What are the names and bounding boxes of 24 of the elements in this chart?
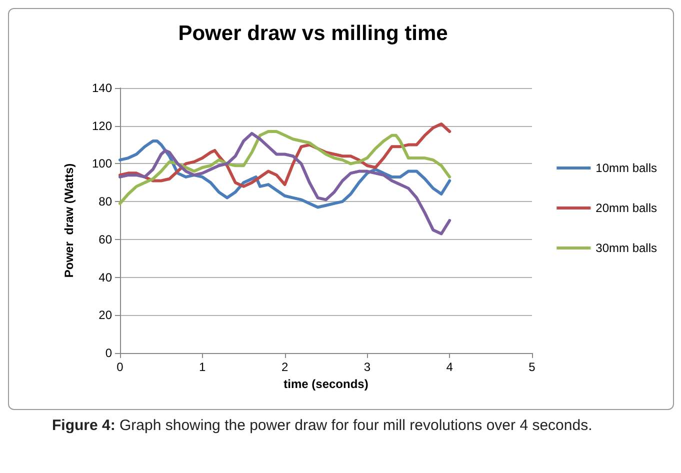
x-tick-label: 2 — [281, 360, 288, 374]
chart-title: Power draw vs milling time — [178, 22, 448, 45]
y-axis-title: Power draw (Watts) — [62, 163, 76, 278]
y-tick-label: 40 — [98, 270, 112, 284]
legend-label: 30mm balls — [596, 241, 658, 255]
x-tick-label: 1 — [199, 360, 206, 374]
x-tick-label: 5 — [528, 360, 536, 374]
y-tick-label: 60 — [98, 232, 112, 246]
x-tick-label: 4 — [446, 360, 454, 374]
y-tick-label: 100 — [92, 156, 112, 171]
x-tick-label: 3 — [364, 360, 371, 374]
line-series — [118, 130, 452, 205]
y-tick-label: 120 — [92, 118, 112, 133]
y-tick-label: 20 — [98, 308, 112, 322]
legend-label: 20mm balls — [596, 201, 658, 215]
x-axis-title: time (seconds) — [284, 376, 368, 391]
caption: Figure 4: Graph showing the power draw for four mill revolutions over 4 seconds. — [52, 416, 594, 435]
y-tick-label: 0 — [105, 346, 112, 360]
y-tick-label: 80 — [98, 194, 112, 209]
y-tick-label: 140 — [92, 81, 112, 95]
legend-label: 10mm balls — [596, 161, 658, 175]
line-series — [118, 140, 452, 209]
line-series — [118, 132, 452, 236]
x-tick-label: 0 — [116, 360, 124, 374]
